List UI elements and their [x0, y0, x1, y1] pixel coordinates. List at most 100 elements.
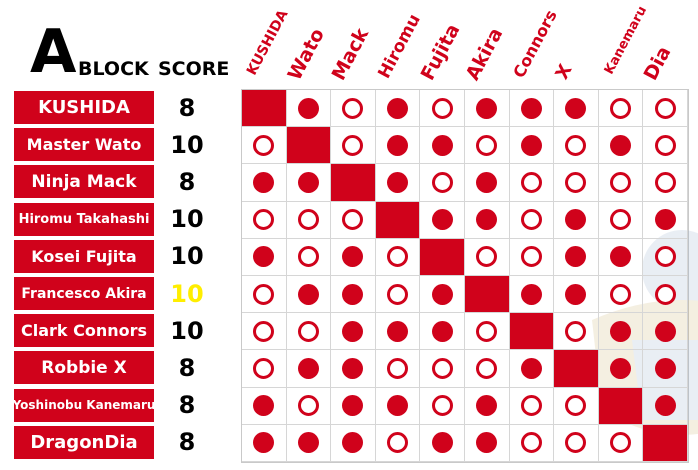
result-cell: [375, 424, 421, 462]
result-cell: [331, 387, 376, 425]
loss-circle-icon: [565, 134, 587, 156]
win-circle-icon: [297, 432, 319, 454]
loss-circle-icon: [565, 395, 587, 417]
win-circle-icon: [431, 432, 453, 454]
result-cell: [554, 387, 599, 425]
win-circle-icon: [476, 97, 498, 119]
result-cell: [242, 387, 287, 425]
wrestler-name: Clark Connors: [14, 314, 154, 348]
result-cell: [643, 127, 688, 165]
result-cell: [598, 276, 644, 314]
result-cell: [554, 127, 599, 165]
loss-circle-icon: [387, 283, 409, 305]
win-circle-icon: [476, 432, 498, 454]
loss-circle-icon: [565, 171, 587, 193]
win-circle-icon: [297, 97, 319, 119]
result-cell: [643, 276, 688, 314]
win-circle-icon: [253, 432, 275, 454]
self-match-cell: [331, 164, 376, 202]
win-circle-icon: [565, 246, 587, 268]
win-circle-icon: [297, 357, 319, 379]
result-cell: [643, 238, 688, 276]
block-letter: A: [30, 17, 77, 87]
result-cell: [242, 424, 287, 462]
loss-circle-icon: [476, 320, 498, 342]
block-label: BLOCK: [78, 58, 149, 80]
result-cell: [242, 164, 287, 202]
win-circle-icon: [342, 320, 364, 342]
column-label-wato: Wato: [283, 24, 329, 84]
loss-circle-icon: [387, 432, 409, 454]
result-cell: [509, 164, 555, 202]
win-circle-icon: [342, 395, 364, 417]
loss-circle-icon: [431, 171, 453, 193]
wrestler-name: Ninja Mack: [14, 165, 154, 199]
result-cell: [554, 424, 599, 462]
wrestler-name: Hiromu Takahashi: [14, 202, 154, 236]
win-circle-icon: [654, 209, 676, 231]
loss-circle-icon: [476, 357, 498, 379]
win-circle-icon: [253, 171, 275, 193]
result-cell: [643, 387, 688, 425]
loss-circle-icon: [253, 357, 275, 379]
result-cell: [286, 90, 332, 128]
result-cell: [509, 424, 555, 462]
result-cell: [643, 350, 688, 388]
loss-circle-icon: [476, 134, 498, 156]
loss-circle-icon: [565, 432, 587, 454]
column-label-kushida: KUSHIDA: [243, 7, 292, 78]
loss-circle-icon: [297, 246, 319, 268]
wrestler-name: Master Wato: [14, 128, 154, 162]
win-circle-icon: [565, 283, 587, 305]
win-circle-icon: [387, 395, 409, 417]
result-cell: [465, 313, 510, 351]
loss-circle-icon: [610, 283, 632, 305]
win-circle-icon: [654, 357, 676, 379]
win-circle-icon: [610, 246, 632, 268]
win-circle-icon: [431, 283, 453, 305]
win-circle-icon: [565, 97, 587, 119]
win-circle-icon: [297, 171, 319, 193]
self-match-cell: [465, 276, 510, 314]
loss-circle-icon: [520, 432, 542, 454]
result-cell: [286, 164, 332, 202]
loss-circle-icon: [520, 246, 542, 268]
result-cell: [286, 313, 332, 351]
result-cell: [598, 127, 644, 165]
loss-circle-icon: [342, 97, 364, 119]
win-circle-icon: [431, 209, 453, 231]
result-cell: [420, 387, 465, 425]
result-cell: [598, 424, 644, 462]
column-label-x: X: [551, 60, 577, 83]
result-cell: [420, 313, 465, 351]
column-label-akira: Akira: [461, 24, 508, 84]
result-cell: [286, 350, 332, 388]
wrestler-name: Yoshinobu Kanemaru: [14, 388, 154, 422]
win-circle-icon: [520, 134, 542, 156]
result-cell: [643, 164, 688, 202]
loss-circle-icon: [387, 357, 409, 379]
result-cell: [598, 238, 644, 276]
win-circle-icon: [610, 320, 632, 342]
win-circle-icon: [387, 97, 409, 119]
result-cell: [286, 238, 332, 276]
column-headers: KUSHIDA Wato Mack Hiromu Fujita Akira Connors X…: [0, 0, 698, 88]
result-cell: [420, 127, 465, 165]
loss-circle-icon: [342, 209, 364, 231]
result-cell: [598, 313, 644, 351]
result-cell: [554, 164, 599, 202]
result-cell: [420, 164, 465, 202]
loss-circle-icon: [297, 320, 319, 342]
result-cell: [242, 350, 287, 388]
wrestler-score: 10: [170, 205, 204, 234]
result-cell: [286, 387, 332, 425]
result-cell: [375, 387, 421, 425]
result-cell: [375, 127, 421, 165]
result-cell: [643, 90, 688, 128]
loss-circle-icon: [431, 395, 453, 417]
result-cell: [554, 276, 599, 314]
wrestler-name: Robbie X: [14, 351, 154, 385]
win-circle-icon: [610, 357, 632, 379]
result-cell: [509, 238, 555, 276]
result-cell: [465, 350, 510, 388]
